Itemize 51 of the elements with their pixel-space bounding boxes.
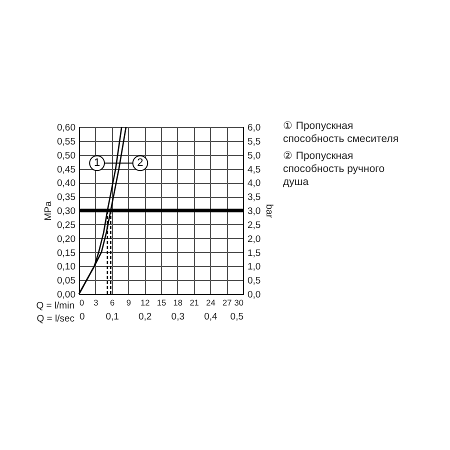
x-tick-label: 15: [156, 298, 166, 308]
y2-tick-label: 2,0: [248, 234, 261, 245]
y2-tick-label: 3,0: [248, 206, 261, 217]
y2-tick-label: 4,0: [248, 178, 261, 190]
annotation: 2: [137, 157, 144, 170]
y2-tick-label: 4,5: [248, 164, 261, 176]
y2-tick-label: 5,0: [248, 150, 261, 162]
y-tick-label: 0,30: [57, 206, 76, 217]
y-tick-label: 0,50: [57, 150, 76, 162]
x-tick-label: 24: [206, 298, 216, 308]
x-tick-label: 12: [140, 298, 150, 308]
x-tick-label: 27: [222, 298, 232, 308]
x2-tick-label: 0,3: [171, 312, 185, 322]
text: ① Пропускная способность смесителя: [283, 120, 400, 146]
y2-tick-label: 0,0: [248, 290, 261, 300]
y-tick-label: 0,40: [57, 178, 76, 190]
y2-tick-label: 0,5: [248, 276, 261, 287]
text: ② Пропускная способность ручного душа: [283, 150, 386, 189]
x-tick-label: 0: [80, 298, 84, 308]
y2-tick-label: 5,5: [248, 136, 261, 148]
y-tick-label: 0,00: [57, 290, 76, 300]
x-tick-label: 30: [234, 298, 244, 308]
y2-tick-label: 1,0: [248, 262, 261, 273]
x-tick-label: 21: [190, 298, 200, 308]
y-tick-label: 0,25: [57, 220, 76, 231]
x2-tick-label: 0,1: [106, 312, 119, 322]
y-tick-label: 0,15: [57, 248, 76, 259]
x-tick-label: 18: [173, 298, 183, 308]
x2-tick-label: 0,5: [230, 312, 244, 322]
x-axis-title: Q = l/min: [36, 300, 74, 312]
y-tick-label: 0,10: [57, 262, 76, 273]
x2-tick-label: 0,2: [138, 312, 152, 322]
y-tick-label: 0,45: [57, 164, 76, 176]
x-tick-label: 3: [94, 298, 99, 308]
y-tick-label: 0,55: [57, 136, 76, 148]
x2-axis-title: Q = l/sec: [36, 314, 75, 324]
y2-tick-label: 2,5: [248, 220, 261, 231]
x-tick-label: 9: [126, 298, 132, 308]
y2-tick-label: 1,5: [248, 248, 261, 259]
y-tick-label: 0,60: [57, 122, 76, 134]
y-tick-label: 0,20: [57, 234, 76, 245]
annotation: 1: [94, 157, 100, 170]
y2-tick-label: 6,0: [248, 122, 261, 134]
y2-axis-title: bar: [264, 204, 275, 218]
y-axis-title: MPa: [43, 200, 54, 221]
x2-tick-label: 0,4: [204, 312, 218, 322]
y-tick-label: 0,35: [57, 192, 76, 204]
x2-tick-label: 0: [80, 312, 85, 322]
y-tick-label: 0,05: [57, 276, 76, 287]
y2-tick-label: 3,5: [248, 192, 261, 204]
x-tick-label: 6: [110, 298, 115, 308]
